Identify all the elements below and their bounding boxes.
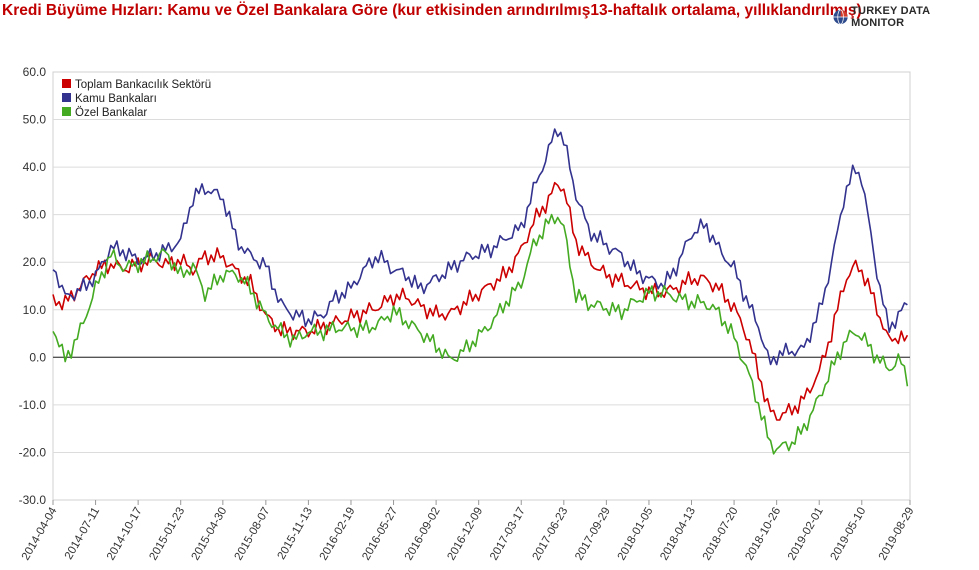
- x-tick-label: 2015-11-13: [276, 506, 315, 562]
- x-tick-label: 2018-07-20: [701, 506, 741, 563]
- x-tick-label: 2019-05-10: [829, 506, 869, 563]
- series-line-2: [52, 128, 908, 366]
- x-tick-label: 2014-07-11: [63, 506, 102, 562]
- y-tick-label: -10.0: [19, 398, 47, 412]
- legend-swatch: [62, 79, 71, 88]
- y-tick-label: 30.0: [23, 208, 47, 222]
- y-tick-label: 40.0: [23, 160, 47, 174]
- x-tick-label: 2015-01-23: [147, 506, 187, 563]
- x-tick-label: 2014-10-17: [105, 506, 145, 563]
- axes: 60.0 50.0 40.0 30.0 20.0 10.0 0.0 -10.0 -20.0 -30…: [19, 65, 917, 562]
- x-tick-label: 2018-04-13: [658, 506, 698, 563]
- legend-label: Toplam Bankacılık Sektörü: [75, 79, 211, 91]
- brand-logo: TURKEY DATA MONITOR: [833, 5, 979, 29]
- y-tick-label: 10.0: [23, 303, 47, 317]
- series-line-1: [52, 181, 909, 421]
- x-tick-label: 2014-04-04: [20, 505, 60, 562]
- legend-label: Kamu Bankaları: [75, 93, 157, 105]
- x-tick-label: 2017-06-23: [531, 506, 571, 563]
- legend-swatch: [62, 93, 71, 102]
- x-tick-label: 2016-05-27: [360, 506, 400, 563]
- x-tick-label: 2016-02-19: [318, 506, 358, 563]
- y-tick-label: -30.0: [19, 493, 47, 507]
- x-tick-label: 2015-08-07: [233, 506, 273, 563]
- grid-lines: [52, 71, 911, 501]
- x-tick-label: 2015-04-30: [190, 506, 230, 563]
- x-tick-label: 2016-12-09: [445, 506, 485, 563]
- brand-name: TURKEY DATA MONITOR: [851, 5, 930, 29]
- series-lines: [52, 128, 909, 455]
- x-tick-label: 2017-03-17: [488, 506, 528, 563]
- y-tick-label: 50.0: [23, 113, 47, 127]
- globe-logo-icon: [833, 9, 848, 25]
- y-tick-label: -20.0: [19, 445, 47, 459]
- x-tick-label: 2018-01-05: [616, 506, 656, 563]
- legend-swatch: [62, 107, 71, 116]
- chart-title: Kredi Büyüme Hızları: Kamu ve Özel Banka…: [2, 2, 862, 19]
- x-tick-label: 2019-08-29: [877, 506, 917, 563]
- legend: Toplam Bankacılık Sektörü Kamu Bankaları Ö…: [62, 79, 211, 119]
- x-tick-label: 2017-09-29: [573, 506, 613, 563]
- x-tick-label: 2016-09-02: [403, 506, 443, 563]
- series-line-3: [52, 213, 909, 455]
- x-tick-label: 2019-02-01: [786, 506, 826, 563]
- plot-area-frame: [52, 71, 911, 501]
- y-tick-label: 0.0: [29, 350, 46, 364]
- legend-label: Özel Bankalar: [75, 107, 147, 119]
- y-tick-label: 20.0: [23, 255, 47, 269]
- y-tick-label: 60.0: [23, 65, 47, 79]
- x-tick-label: 2018-10-26: [743, 506, 783, 563]
